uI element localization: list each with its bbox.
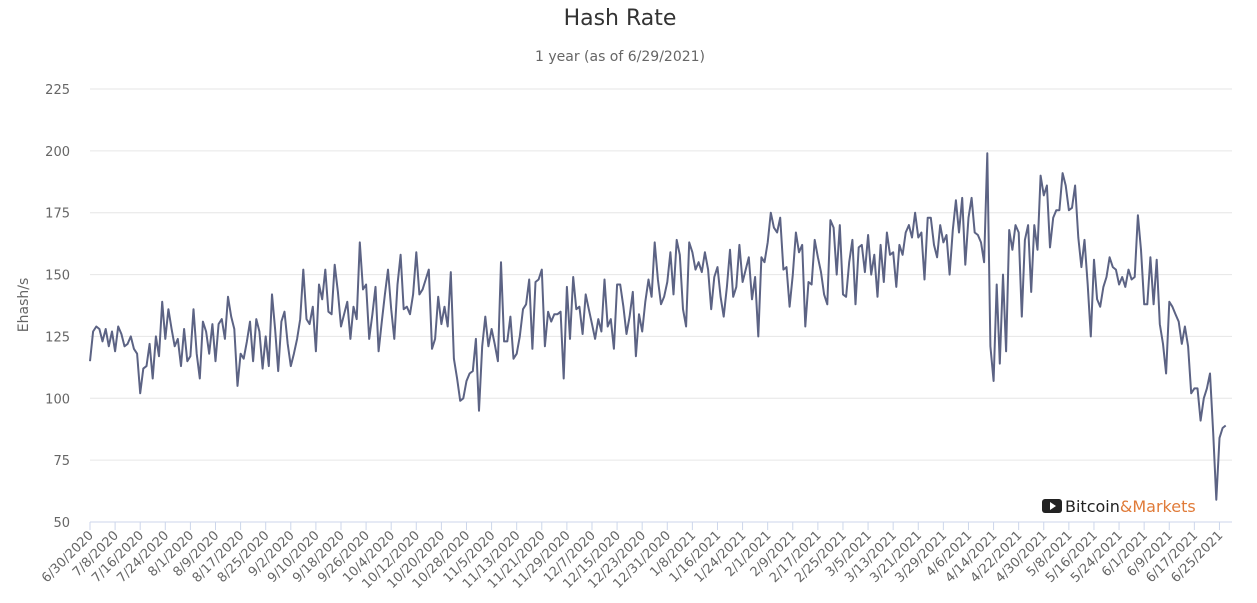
brand-watermark: Bitcoin &Markets — [1042, 495, 1196, 517]
y-tick-label: 150 — [45, 269, 70, 284]
series-line-0 — [89, 152, 1227, 501]
y-tick-label: 100 — [45, 392, 70, 407]
brand-amp: &Markets — [1119, 496, 1196, 516]
y-tick-label: 225 — [45, 83, 70, 98]
grid-lines — [90, 88, 1232, 523]
y-tick-label: 50 — [53, 516, 70, 531]
y-tick-label: 75 — [53, 454, 70, 469]
brand-main: Bitcoin — [1065, 496, 1120, 516]
play-icon — [1042, 499, 1062, 513]
y-tick-label: 175 — [45, 207, 70, 222]
x-axis: 6/30/20207/8/20207/16/20207/24/20208/1/2… — [39, 522, 1226, 592]
y-tick-label: 125 — [45, 330, 70, 345]
chart-title: Hash Rate — [563, 6, 677, 31]
chart-subtitle: 1 year (as of 6/29/2021) — [534, 49, 706, 65]
y-axis: 50 75 100 125 150 175 200 225 — [45, 83, 70, 531]
y-tick-label: 200 — [45, 145, 70, 160]
series — [89, 152, 1227, 501]
y-axis-label: Ehash/s — [16, 278, 32, 332]
